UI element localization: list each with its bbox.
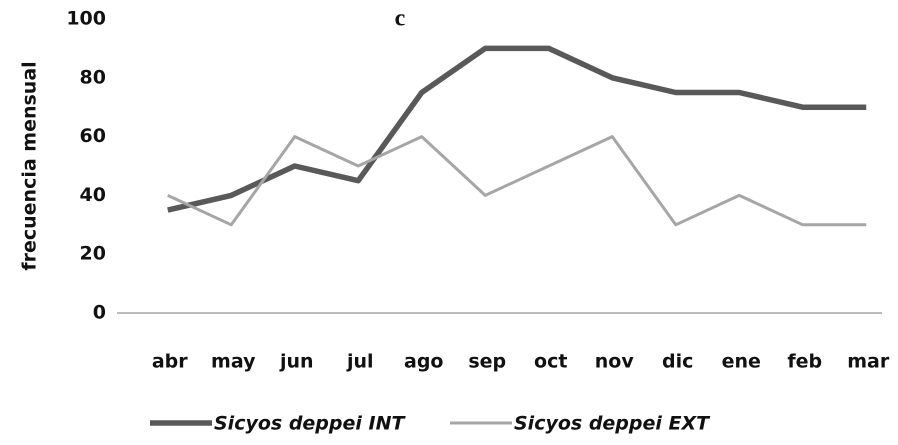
legend-label: Sicyos deppei EXT — [514, 413, 711, 435]
legend-label: Sicyos deppei INT — [214, 413, 406, 435]
y-tick-label: 20 — [80, 243, 106, 265]
y-tick-label: 0 — [93, 302, 106, 324]
x-tick-label: ene — [722, 351, 761, 373]
y-tick-label: 60 — [80, 125, 106, 147]
x-tick-label: ago — [404, 351, 443, 373]
x-tick-label: may — [211, 351, 256, 373]
y-tick-label: 100 — [66, 8, 106, 30]
y-axis-label: frecuencia mensual — [19, 61, 41, 270]
x-tick-label: feb — [787, 351, 822, 373]
y-tick-label: 40 — [80, 184, 106, 206]
x-tick-label: jul — [346, 351, 374, 373]
series-line — [167, 45, 867, 213]
x-tick-label: mar — [847, 351, 890, 373]
x-tick-label: sep — [468, 351, 506, 373]
y-tick-label: 80 — [80, 66, 106, 88]
chart-title: c — [395, 6, 406, 32]
x-tick-label: dic — [662, 351, 693, 373]
x-tick-label: oct — [534, 351, 567, 373]
x-tick-label: abr — [152, 351, 188, 373]
x-tick-label: nov — [595, 351, 635, 373]
series-line — [167, 135, 867, 227]
x-tick-label: jun — [279, 351, 314, 373]
